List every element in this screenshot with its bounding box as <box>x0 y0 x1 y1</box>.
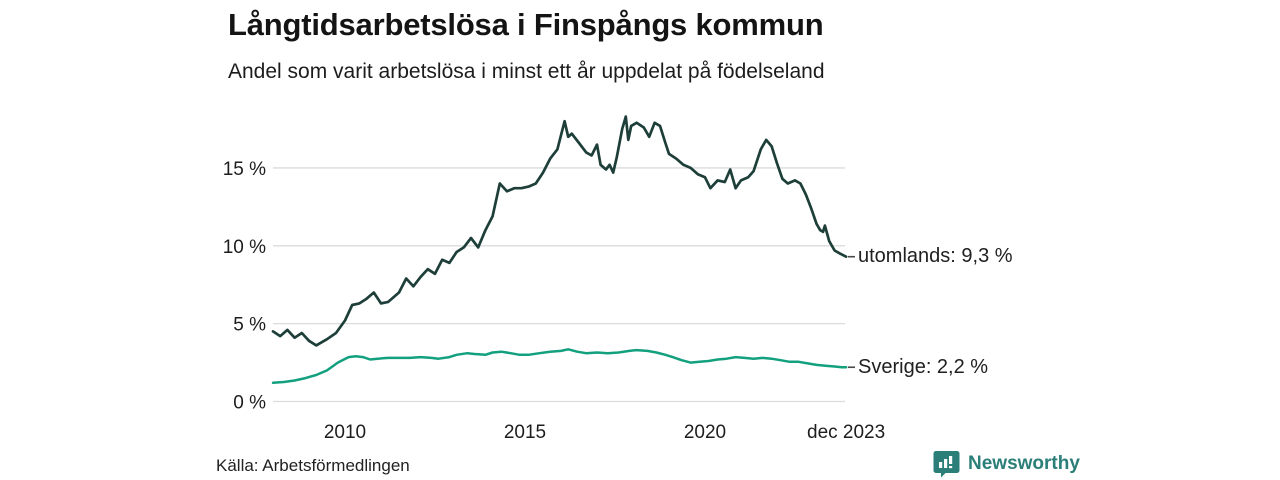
series-line-sverige <box>271 348 848 385</box>
newsworthy-logo-icon <box>933 451 960 478</box>
y-tick-label: 10 % <box>223 237 266 258</box>
x-tick-label: 2010 <box>324 422 366 443</box>
newsworthy-logo-text: Newsworthy <box>968 453 1080 474</box>
series-label-utomlands: utomlands: 9,3 % <box>858 245 1013 267</box>
x-tick-label: dec 2023 <box>807 422 885 443</box>
series-line-utomlands <box>271 115 848 347</box>
series-label-sverige: Sverige: 2,2 % <box>858 356 989 378</box>
page-subtitle: Andel som varit arbetslösa i minst ett å… <box>228 60 825 83</box>
x-tick-label: 2015 <box>504 422 546 443</box>
y-tick-label: 0 % <box>233 393 266 414</box>
x-tick-label: 2020 <box>684 422 726 443</box>
newsworthy-brand: Newsworthy <box>933 450 1080 478</box>
page-title: Långtidsarbetslösa i Finspångs kommun <box>228 7 824 42</box>
y-tick-label: 5 % <box>233 315 266 336</box>
y-tick-label: 15 % <box>223 159 266 180</box>
source-note: Källa: Arbetsförmedlingen <box>216 456 410 475</box>
